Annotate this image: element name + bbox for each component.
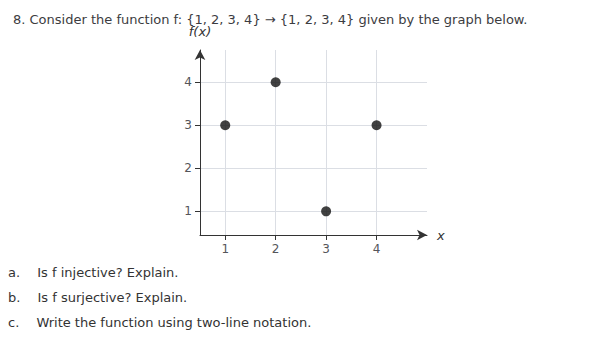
svg-text:2: 2 <box>184 161 192 175</box>
svg-text:2: 2 <box>272 242 280 256</box>
svg-text:1: 1 <box>221 242 229 256</box>
svg-text:b. Is f surjective? Explain.: b. Is f surjective? Explain. <box>8 290 187 305</box>
svg-text:3: 3 <box>184 118 192 132</box>
svg-text:4: 4 <box>373 242 381 256</box>
svg-text:8. Consider the function f: {1: 8. Consider the function f: {1, 2, 3, 4}… <box>13 12 527 27</box>
svg-text:4: 4 <box>184 75 192 89</box>
svg-text:x: x <box>436 228 445 243</box>
svg-text:1: 1 <box>184 204 192 218</box>
svg-text:a. Is f injective? Explain.: a. Is f injective? Explain. <box>8 265 178 280</box>
svg-text:c. Write the function using t: c. Write the function using two-line not… <box>8 315 311 330</box>
svg-text:f(x): f(x) <box>188 24 212 39</box>
svg-text:3: 3 <box>322 242 330 256</box>
